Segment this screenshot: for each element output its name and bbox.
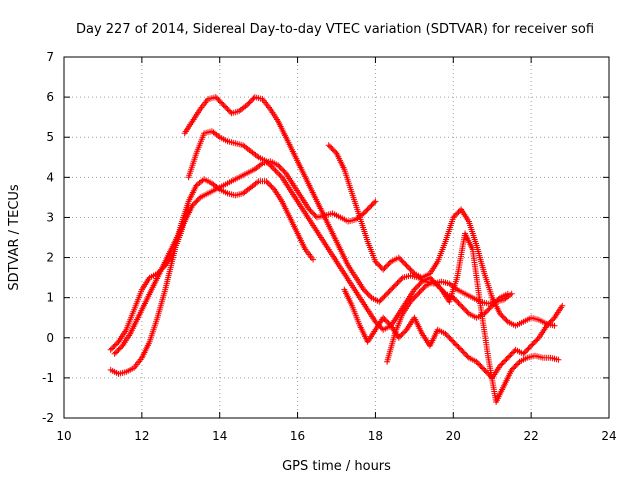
data-points: [341, 286, 566, 381]
y-tick-label: -1: [42, 371, 54, 385]
x-tick-label: 22: [524, 429, 539, 443]
data-points: [107, 202, 192, 353]
y-tick-label: 1: [46, 291, 54, 305]
y-axis-label: SDTVAR / TECUs: [7, 184, 22, 291]
x-tick-label: 24: [601, 429, 616, 443]
data-points: [181, 94, 515, 307]
y-tick-label: 2: [46, 251, 54, 265]
x-axis-label: GPS time / hours: [282, 459, 391, 474]
x-tick-label: 12: [134, 429, 149, 443]
data-points: [325, 142, 558, 329]
series-track-f: [325, 142, 558, 329]
series-track-c: [107, 202, 192, 353]
data-points: [384, 230, 562, 405]
series-track-g: [341, 286, 566, 381]
y-tick-label: 5: [46, 130, 54, 144]
y-tick-label: 6: [46, 90, 54, 104]
y-tick-label: -2: [42, 411, 54, 425]
x-tick-label: 16: [290, 429, 305, 443]
y-tick-label: 3: [46, 210, 54, 224]
plot-frame: [63, 56, 610, 419]
x-tick-label: 14: [212, 429, 227, 443]
x-tick-label: 20: [446, 429, 461, 443]
y-tick-label: 4: [46, 170, 54, 184]
series-layer: [107, 94, 566, 405]
x-tick-label: 10: [56, 429, 71, 443]
chart-title: Day 227 of 2014, Sidereal Day-to-day VTE…: [76, 22, 594, 37]
grid: [64, 57, 609, 418]
y-tick-label: 0: [46, 331, 54, 345]
series-track-d: [181, 94, 515, 307]
series-track-h: [384, 230, 562, 405]
y-tick-label: 7: [46, 50, 54, 64]
x-tick-label: 18: [368, 429, 383, 443]
